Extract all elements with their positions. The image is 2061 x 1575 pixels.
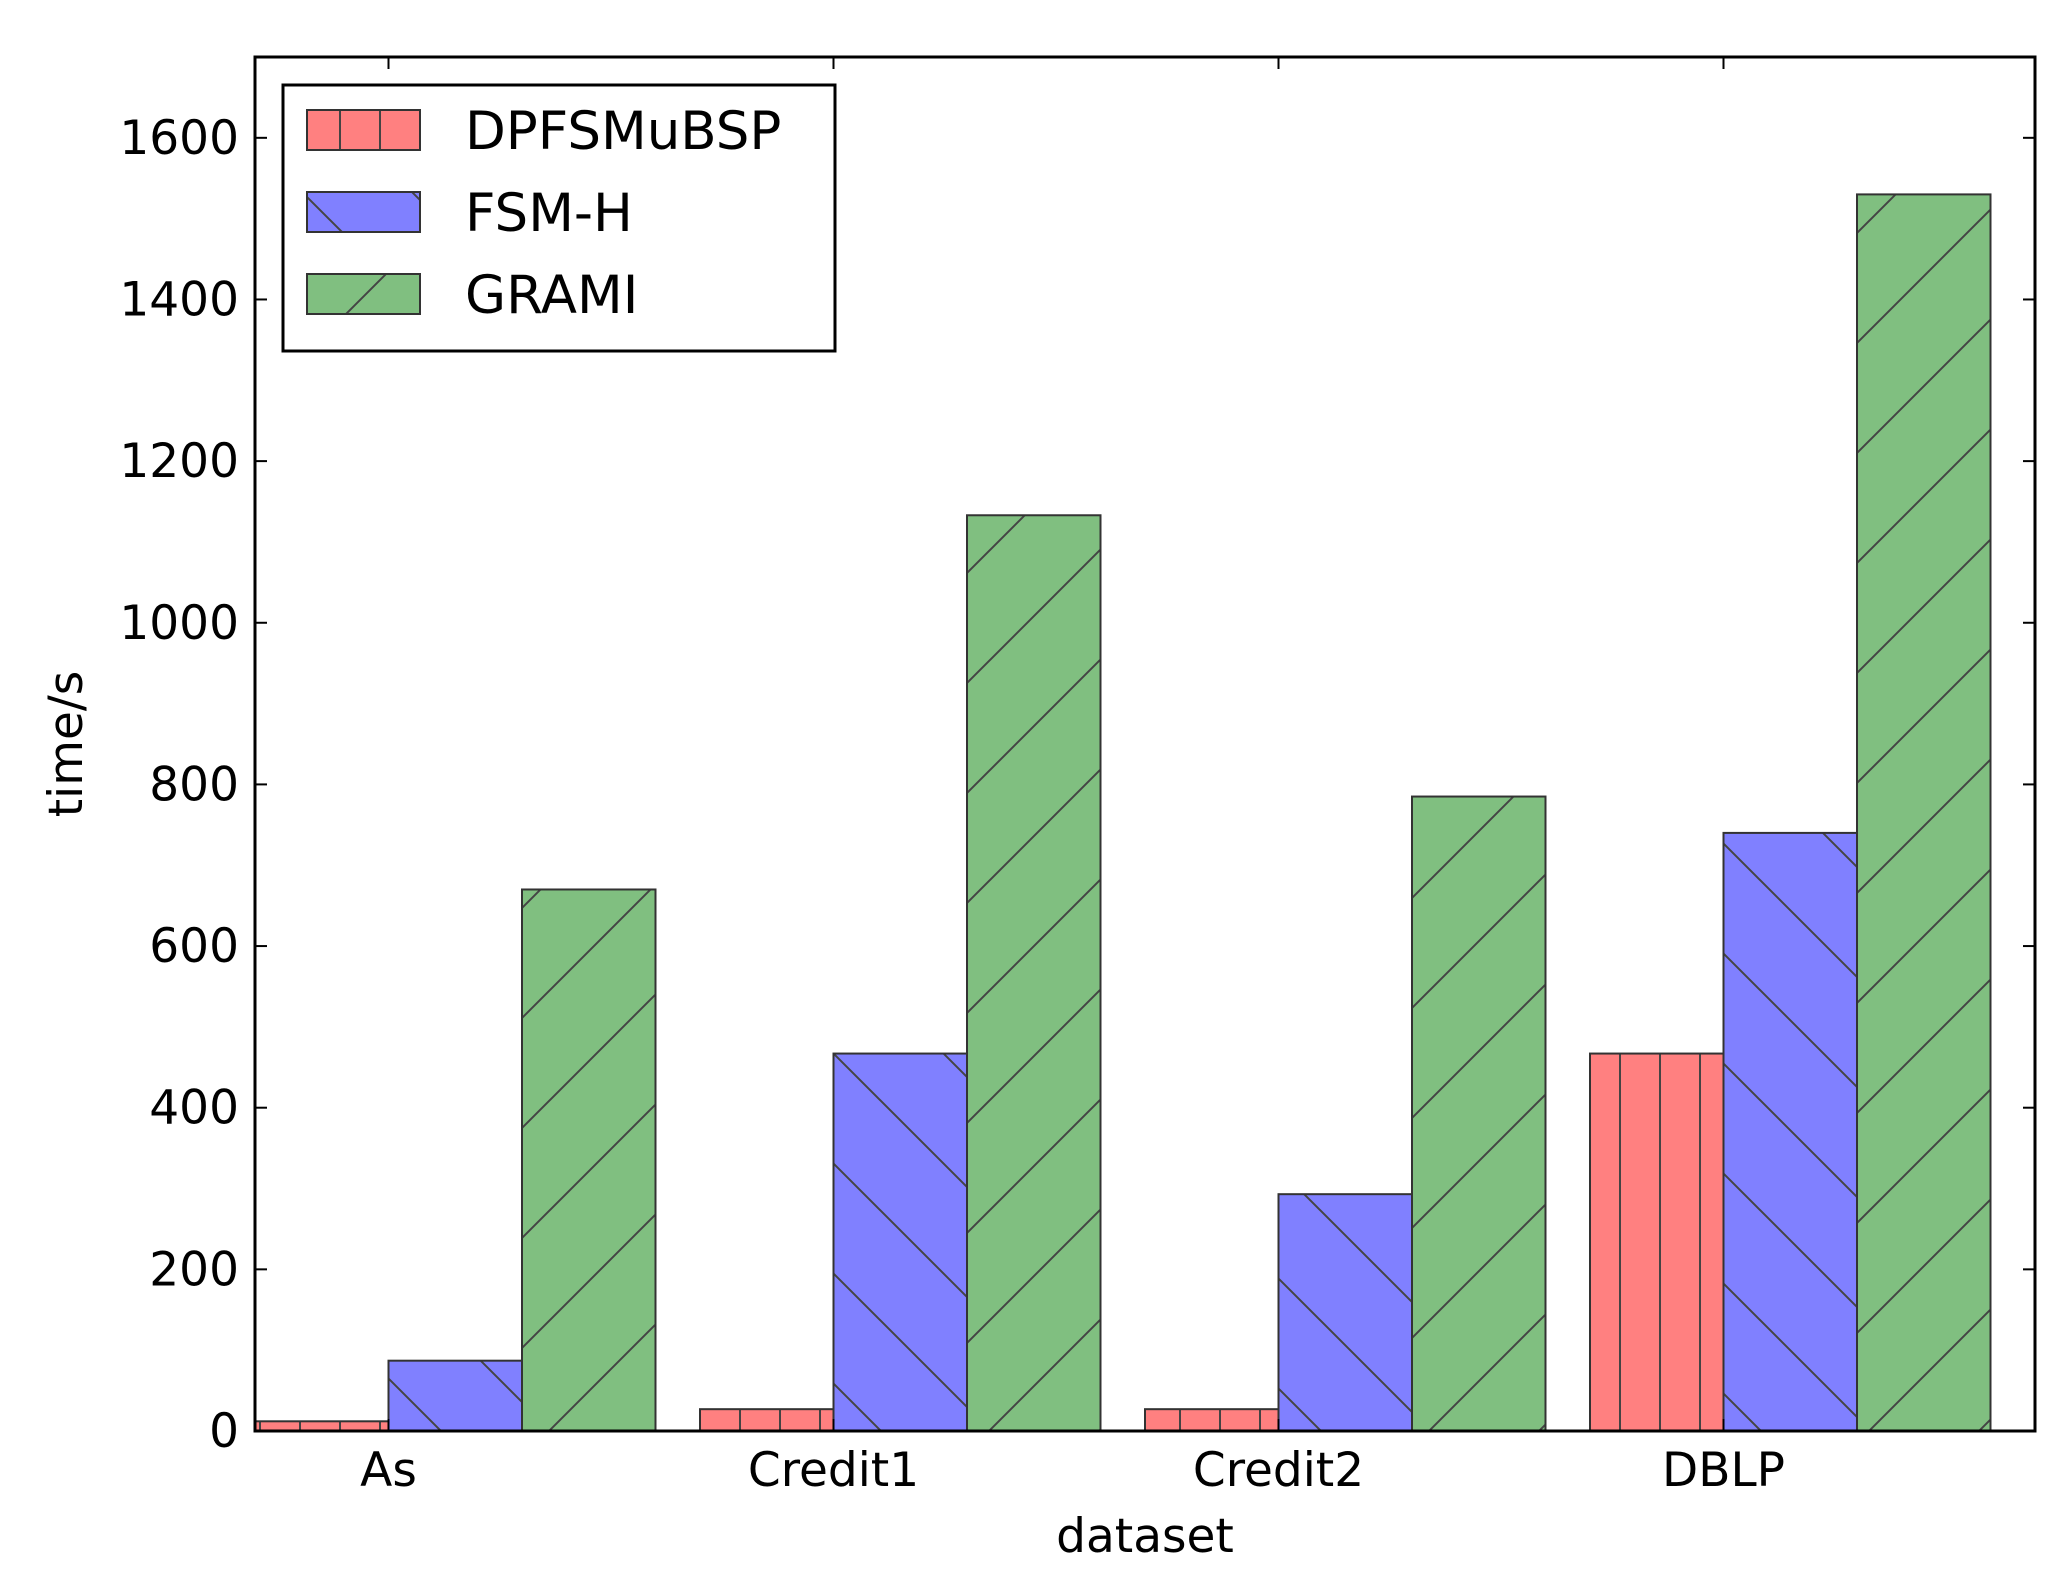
bar-grami-credit2 <box>1411 795 1547 1432</box>
bar-fsm-h-as <box>387 1359 523 1432</box>
bar-dpfsmubsp-credit2 <box>1144 1408 1280 1432</box>
bar-dpfsmubsp-dblp <box>1589 1052 1725 1432</box>
bar-fsm-h-dblp <box>1722 831 1858 1432</box>
x-axis-label: dataset <box>1056 1509 1234 1564</box>
y-tick-label-800: 800 <box>149 757 239 812</box>
x-tick-label-credit1: Credit1 <box>748 1443 919 1498</box>
y-tick-label-0: 0 <box>209 1404 239 1459</box>
bar-dpfsmubsp-credit1 <box>699 1408 835 1432</box>
legend-entry-fsm-h: FSM-H <box>306 183 633 244</box>
legend: DPFSMuBSP FSM-H GRAMI <box>281 83 837 353</box>
legend-label-grami: GRAMI <box>465 265 638 326</box>
y-tick-label-1000: 1000 <box>119 596 239 651</box>
y-axis-label: time/s <box>39 671 94 818</box>
y-tick-label-200: 200 <box>149 1242 239 1297</box>
legend-entry-grami: GRAMI <box>306 265 638 326</box>
y-tick-label-1200: 1200 <box>119 434 239 489</box>
y-tick-label-1400: 1400 <box>119 272 239 327</box>
y-tick-label-600: 600 <box>149 919 239 974</box>
bar-fsm-h-credit1 <box>832 1052 968 1432</box>
legend-label-fsm-h: FSM-H <box>465 183 633 244</box>
bar-grami-dblp <box>1856 193 1992 1432</box>
plot-frame <box>253 55 2037 1433</box>
bars-layer <box>254 193 1992 1432</box>
y-tick-label-400: 400 <box>149 1081 239 1136</box>
y-tick-labels: 0 200 400 600 800 1000 1200 1400 1600 <box>119 111 239 1459</box>
bar-grami-credit1 <box>966 514 1102 1432</box>
legend-entry-dpfsmubsp: DPFSMuBSP <box>306 101 781 162</box>
x-tick-label-as: As <box>360 1443 417 1498</box>
x-tick-labels: As Credit1 Credit2 DBLP <box>360 1443 1785 1498</box>
x-tick-label-credit2: Credit2 <box>1193 1443 1364 1498</box>
legend-label-dpfsmubsp: DPFSMuBSP <box>465 101 781 162</box>
x-tick-label-dblp: DBLP <box>1662 1443 1785 1498</box>
y-tick-label-1600: 1600 <box>119 111 239 166</box>
bar-fsm-h-credit2 <box>1277 1193 1413 1432</box>
bar-grami-as <box>521 888 657 1432</box>
